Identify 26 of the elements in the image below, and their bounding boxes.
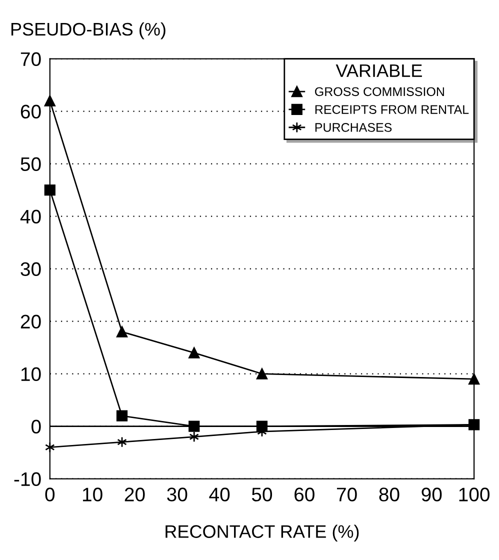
x-tick-label: 20 [124, 488, 145, 502]
y-tick-label: 40 [20, 210, 41, 224]
x-tick-label: 90 [422, 488, 442, 502]
legend-title: VARIABLE [336, 64, 422, 77]
y-tick-label: 0 [32, 420, 41, 434]
x-tick-label: 80 [379, 488, 400, 502]
y-axis-title: PSEUDO-BIAS (%) [11, 22, 166, 40]
y-tick-label: 60 [20, 104, 41, 119]
legend-label: PURCHASES [315, 123, 392, 132]
x-axis-title: RECONTACT RATE (%) [166, 524, 359, 542]
y-tick-label: 10 [21, 367, 41, 382]
x-tick-label: 40 [209, 488, 230, 502]
y-tick-label: 30 [20, 262, 41, 276]
x-tick-label: 60 [294, 488, 314, 502]
y-tick-label: 50 [20, 157, 41, 172]
x-tick-label: 0 [45, 488, 55, 502]
x-tick-label: 10 [82, 488, 102, 502]
x-tick-label: 30 [167, 488, 188, 502]
x-tick-label: 100 [459, 488, 490, 502]
y-tick-label: 70 [20, 52, 41, 66]
x-tick-label: 70 [336, 488, 357, 502]
y-tick-label: 20 [20, 314, 41, 329]
x-tick-label: 50 [252, 488, 272, 502]
y-tick-label: -10 [14, 472, 41, 486]
legend-label: GROSS COMMISSION [315, 87, 444, 96]
legend-label: RECEIPTS FROM RENTAL [315, 105, 469, 114]
